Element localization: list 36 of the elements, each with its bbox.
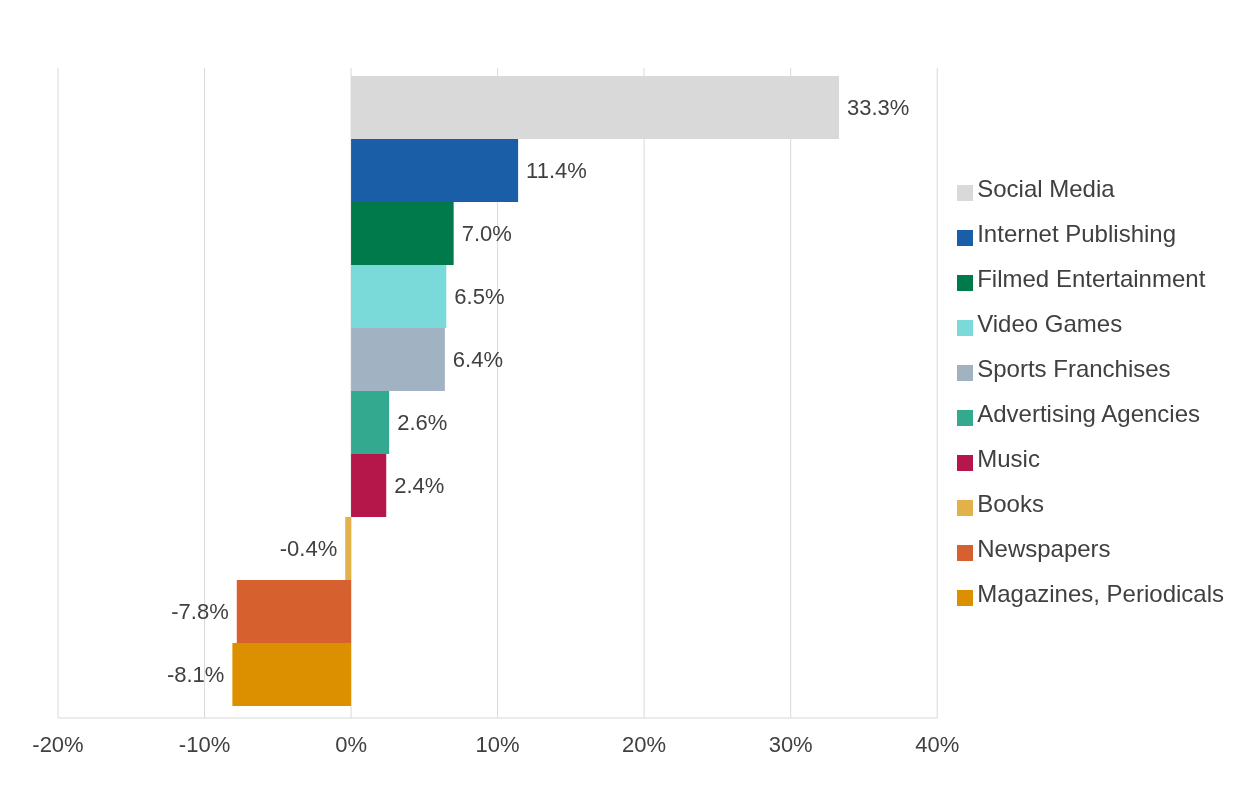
bar (351, 454, 387, 517)
data-label: -0.4% (279, 536, 338, 562)
x-tick-label: 20% (622, 731, 667, 757)
data-label: 11.4% (526, 158, 587, 184)
x-tick-label: -20% (32, 731, 84, 757)
legend-label: Magazines, Periodicals (977, 580, 1224, 607)
bar (351, 202, 454, 265)
x-tick-label: 10% (475, 731, 520, 757)
x-tick-label: 30% (768, 731, 813, 757)
legend-label: Advertising Agencies (977, 400, 1200, 427)
bar (236, 580, 352, 643)
legend-label: Music (977, 445, 1040, 472)
data-label: 6.5% (454, 284, 505, 310)
bar (232, 643, 352, 706)
x-tick-label: -10% (178, 731, 231, 757)
x-tick-label: 0% (335, 731, 367, 757)
data-label: 2.6% (397, 410, 448, 436)
data-label: 2.4% (394, 473, 445, 499)
x-tick-label: 40% (915, 731, 960, 757)
legend-label: Internet Publishing (977, 220, 1176, 247)
data-label: -8.1% (166, 662, 225, 688)
data-label: 7.0% (461, 221, 512, 247)
legend-label: Newspapers (977, 535, 1111, 562)
data-label: -7.8% (171, 599, 229, 625)
data-label: 6.4% (452, 347, 504, 373)
bar (351, 328, 445, 391)
data-label: 33.3% (847, 95, 910, 121)
legend-label: Filmed Entertainment (977, 265, 1206, 292)
legend-label: Sports Franchises (977, 355, 1171, 382)
bar (351, 265, 447, 328)
bar (351, 391, 390, 454)
legend-label: Books (977, 490, 1044, 517)
legend-label: Video Games (977, 310, 1123, 337)
bar (345, 517, 352, 580)
bar (351, 139, 519, 202)
legend-label: Social Media (977, 175, 1115, 202)
